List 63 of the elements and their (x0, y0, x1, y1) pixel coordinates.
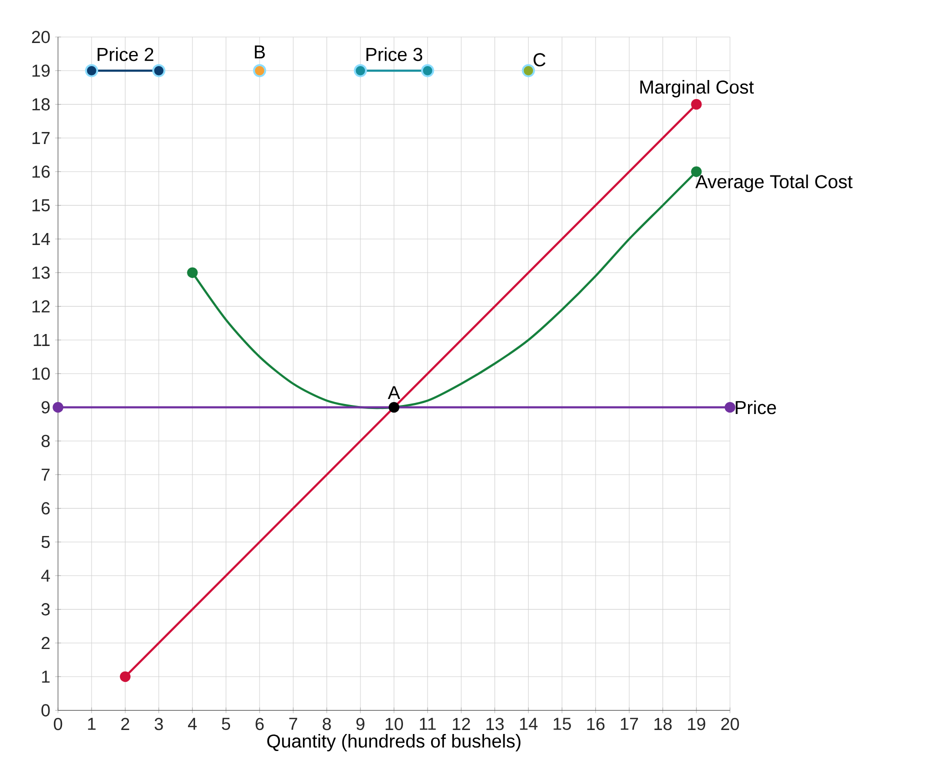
point (522, 64, 535, 78)
series-label: B (254, 46, 265, 58)
y-tick-label: 14 (32, 233, 50, 245)
series-label: Price 3 (366, 47, 422, 62)
series-label: C (534, 53, 546, 66)
x-tick-label: 18 (654, 718, 672, 730)
x-tick-label: 1 (88, 718, 96, 730)
point (152, 64, 166, 78)
y-tick-label: 18 (32, 98, 50, 110)
point (120, 671, 131, 682)
x-tick-label: 17 (620, 718, 638, 730)
y-tick-label: 16 (32, 166, 50, 178)
y-tick-label: 10 (32, 368, 50, 380)
point (691, 98, 702, 110)
y-tick-label: 13 (32, 266, 50, 279)
x-tick-label: 7 (289, 718, 298, 730)
series-label: Marginal Cost (640, 80, 754, 98)
point (724, 402, 736, 413)
y-tick-label: 3 (41, 603, 50, 616)
y-tick-label: 12 (32, 300, 50, 312)
series-label: Price (736, 400, 776, 414)
x-tick-label: 19 (688, 718, 706, 730)
y-tick-label: 4 (41, 570, 50, 582)
y-tick-label: 6 (42, 502, 50, 514)
y-tick-label: 2 (42, 636, 50, 650)
x-tick-label: 20 (721, 718, 739, 730)
x-axis-title: Quantity (hundreds of bushels) (267, 734, 520, 752)
x-tick-label: 6 (256, 718, 264, 730)
x-tick-label: 9 (356, 718, 364, 730)
series-label: Average Total Cost (695, 174, 853, 192)
y-tick-label: 7 (42, 468, 50, 481)
x-tick-label: 15 (554, 718, 571, 730)
x-tick-label: 12 (452, 718, 470, 730)
point (187, 267, 198, 278)
point (354, 64, 367, 78)
series-label: A (388, 386, 400, 400)
x-tick-label: 0 (54, 718, 62, 730)
x-tick-label: 11 (420, 718, 436, 730)
y-tick-label: 17 (32, 132, 50, 144)
y-tick-label: 11 (34, 334, 50, 346)
point (388, 402, 400, 413)
y-tick-label: 1 (42, 670, 50, 683)
x-tick-label: 2 (121, 718, 130, 730)
y-tick-label: 8 (42, 434, 50, 448)
y-tick-label: 0 (41, 704, 50, 716)
point (52, 402, 64, 413)
x-tick-label: 3 (154, 718, 163, 730)
point (253, 64, 266, 78)
y-tick-label: 9 (42, 401, 50, 414)
x-tick-label: 4 (188, 718, 197, 730)
x-tick-label: 8 (322, 718, 331, 730)
x-tick-label: 5 (222, 718, 230, 730)
y-tick-label: 20 (32, 30, 50, 44)
x-tick-label: 14 (520, 718, 538, 730)
x-tick-label: 10 (386, 718, 403, 730)
x-tick-label: 13 (486, 718, 504, 730)
point (85, 64, 98, 78)
y-tick-label: 19 (32, 64, 50, 77)
y-tick-label: 5 (41, 536, 50, 548)
x-tick-label: 16 (587, 718, 604, 730)
series-label: Price 2 (98, 47, 154, 62)
y-tick-label: 15 (32, 199, 50, 212)
point (421, 64, 434, 78)
